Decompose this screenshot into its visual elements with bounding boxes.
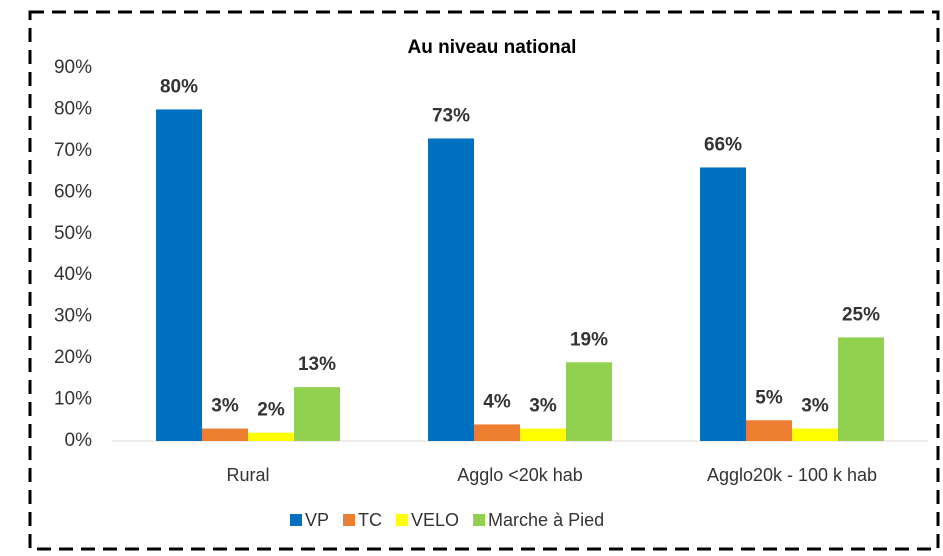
y-tick-label: 10% [54,389,92,410]
data-label: 2% [257,400,285,421]
legend-swatch [473,514,486,526]
y-tick-label: 80% [54,98,92,119]
bar [156,109,202,441]
bar [248,432,294,441]
bar [838,337,884,441]
data-label: 3% [211,396,239,417]
bar [474,424,520,441]
y-tick-label: 70% [54,140,92,161]
bar [520,428,566,441]
y-tick-label: 60% [54,181,92,202]
bar [700,167,746,441]
y-tick-label: 0% [65,430,93,451]
legend-swatch [343,514,356,526]
chart-title: Au niveau national [408,37,577,58]
data-label: 4% [483,391,511,412]
y-tick-label: 40% [54,264,92,285]
data-label: 80% [160,76,198,97]
legend-swatch [396,514,409,526]
bar [428,138,474,441]
legend-label: TC [358,510,382,530]
x-tick-label: Rural [226,465,269,485]
data-label: 3% [801,396,829,417]
bar [202,428,248,441]
legend-swatch [290,514,302,526]
data-label: 5% [755,387,783,408]
data-label: 73% [432,105,470,126]
y-tick-label: 90% [54,57,92,78]
data-label: 66% [704,134,742,155]
x-tick-label: Agglo <20k hab [457,465,583,485]
y-tick-label: 20% [54,347,92,368]
legend-label: Marche à Pied [488,510,604,530]
legend-label: VELO [411,510,459,530]
bar [746,420,792,441]
data-label: 25% [842,304,880,325]
data-label: 19% [570,329,608,350]
x-tick-label: Agglo20k - 100 k hab [707,465,877,485]
y-tick-label: 50% [54,223,92,244]
bar [566,362,612,441]
chart-border [28,10,940,551]
bar [792,428,838,441]
y-tick-label: 30% [54,306,92,327]
data-label: 13% [298,354,336,375]
data-label: 3% [529,396,557,417]
legend-label: VP [305,510,329,530]
bar [294,387,340,441]
